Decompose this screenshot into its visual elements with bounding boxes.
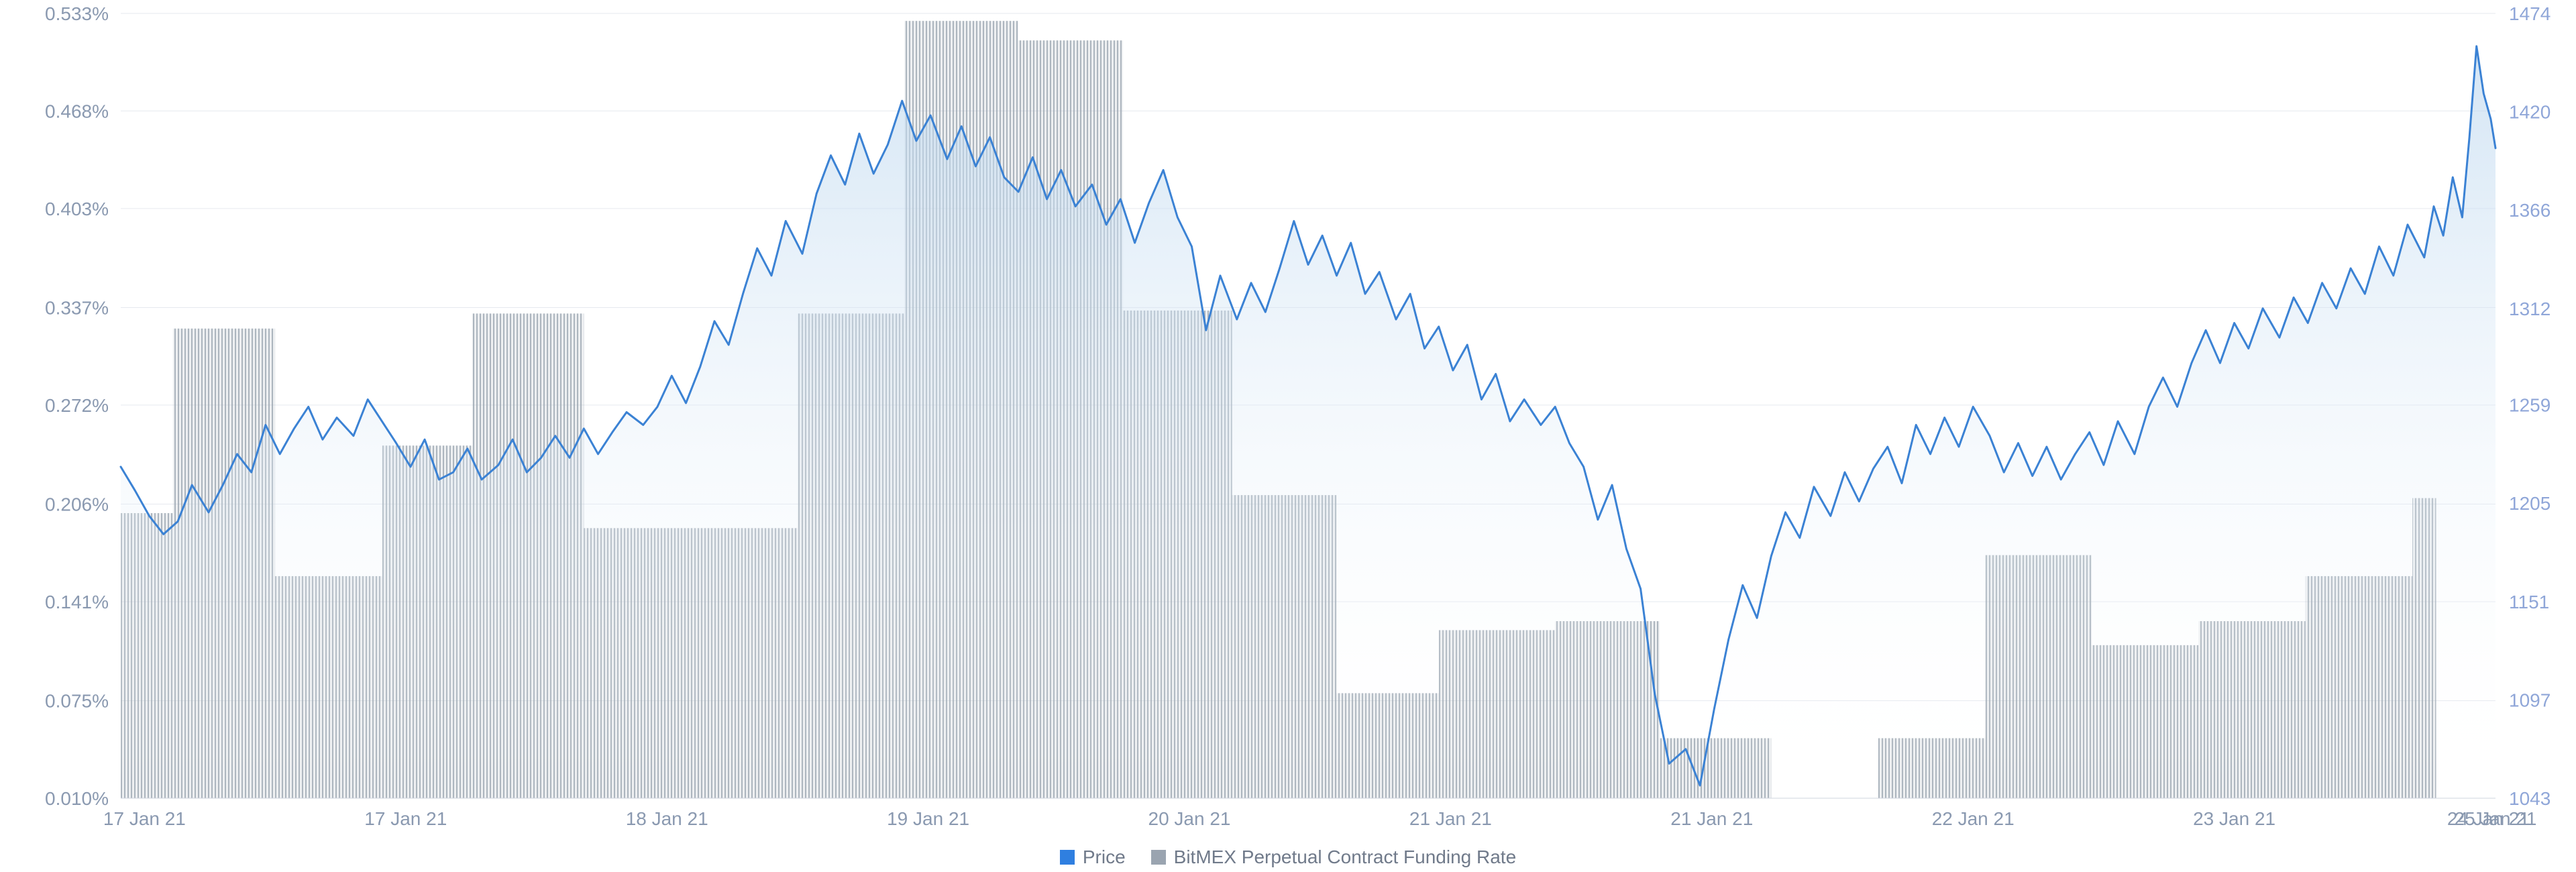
x-tick-final: 25 Jan 21: [2455, 808, 2537, 829]
y-left-tick: 0.075%: [45, 691, 109, 712]
y-left-tick: 0.533%: [45, 3, 109, 24]
y-right-tick: 1151: [2509, 592, 2549, 612]
y-right-tick: 1474: [2509, 3, 2551, 24]
y-right-tick: 1312: [2509, 298, 2551, 319]
legend-item-funding: BitMEX Perpetual Contract Funding Rate: [1151, 847, 1516, 868]
x-tick: 20 Jan 21: [1148, 808, 1231, 829]
x-tick: 21 Jan 21: [1670, 808, 1753, 829]
y-left-tick: 0.468%: [45, 101, 109, 121]
x-tick: 17 Jan 21: [364, 808, 447, 829]
y-left-tick: 0.010%: [45, 788, 109, 809]
y-left-tick: 0.337%: [45, 297, 109, 318]
legend-label-funding: BitMEX Perpetual Contract Funding Rate: [1174, 847, 1516, 868]
legend-swatch-funding: [1151, 850, 1166, 865]
legend-swatch-price: [1060, 850, 1075, 865]
x-tick: 22 Jan 21: [1932, 808, 2015, 829]
legend-label-price: Price: [1083, 847, 1126, 868]
legend-item-price: Price: [1060, 847, 1126, 868]
x-tick: 17 Jan 21: [103, 808, 186, 829]
x-tick: 18 Jan 21: [626, 808, 708, 829]
x-tick: 19 Jan 21: [887, 808, 969, 829]
y-left-tick: 0.272%: [45, 395, 109, 416]
chart-container: 0.010% 0.075% 0.141% 0.206% 0.272% 0.337% 0.40…: [0, 0, 2576, 872]
x-tick: 23 Jan 21: [2193, 808, 2275, 829]
y-right-tick: 1366: [2509, 200, 2551, 221]
y-left-tick: 0.206%: [45, 494, 109, 515]
x-tick: 21 Jan 21: [1409, 808, 1492, 829]
y-left-tick: 0.141%: [45, 592, 109, 612]
y-right-tick: 1043: [2509, 788, 2551, 809]
legend: Price BitMEX Perpetual Contract Funding …: [0, 847, 2576, 868]
y-right-tick: 1097: [2509, 690, 2551, 710]
y-right-tick: 1259: [2509, 395, 2551, 416]
y-right-tick: 1420: [2509, 102, 2551, 123]
combo-chart: 0.010% 0.075% 0.141% 0.206% 0.272% 0.337% 0.40…: [0, 0, 2576, 872]
y-right-tick: 1205: [2509, 493, 2551, 514]
y-left-tick: 0.403%: [45, 199, 109, 219]
